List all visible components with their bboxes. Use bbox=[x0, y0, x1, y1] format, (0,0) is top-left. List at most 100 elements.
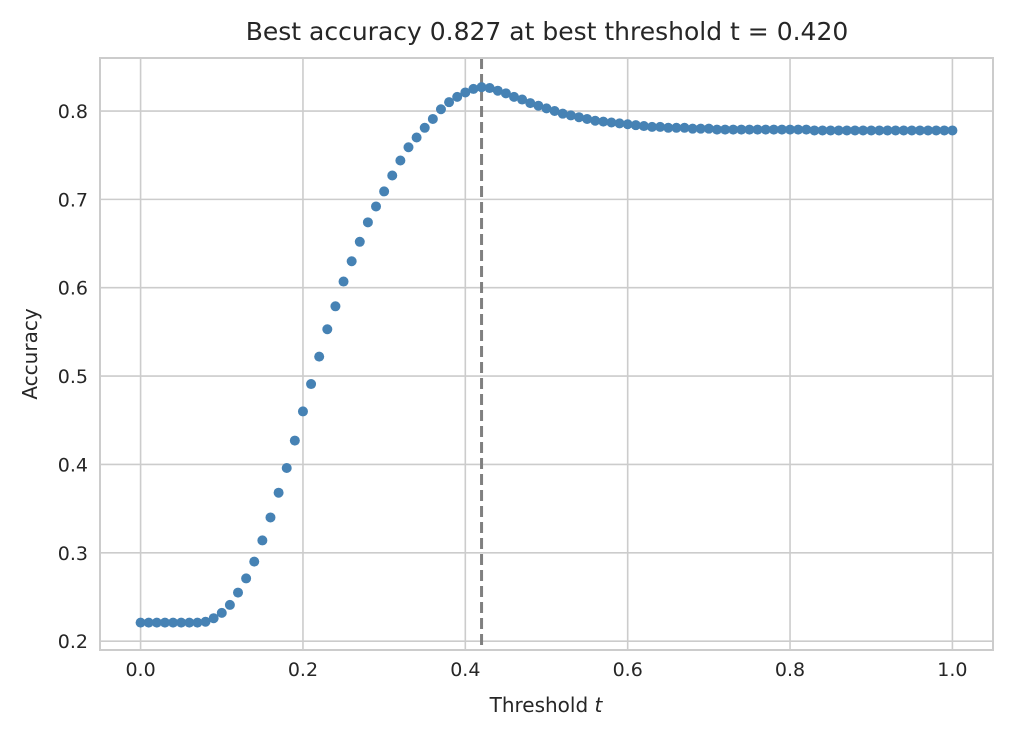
data-point bbox=[151, 617, 162, 628]
y-tick-label: 0.3 bbox=[58, 543, 88, 565]
data-point bbox=[931, 125, 942, 136]
data-point bbox=[582, 113, 593, 124]
data-points bbox=[135, 82, 958, 628]
data-point bbox=[647, 121, 658, 132]
data-point bbox=[655, 121, 666, 132]
data-point bbox=[841, 125, 852, 136]
plot-frame bbox=[99, 57, 994, 651]
data-point bbox=[362, 217, 373, 228]
data-point bbox=[273, 487, 284, 498]
data-point bbox=[314, 351, 325, 362]
y-tick-label: 0.8 bbox=[58, 101, 88, 123]
data-point bbox=[906, 125, 917, 136]
data-point bbox=[159, 617, 170, 628]
data-point bbox=[703, 123, 714, 134]
data-point bbox=[517, 94, 528, 105]
data-point bbox=[460, 87, 471, 98]
data-point bbox=[192, 617, 203, 628]
data-point bbox=[208, 613, 219, 624]
x-tick-label: 1.0 bbox=[937, 659, 967, 681]
data-point bbox=[216, 607, 227, 618]
data-point bbox=[557, 108, 568, 119]
data-point bbox=[330, 301, 341, 312]
data-point bbox=[809, 125, 820, 136]
data-point bbox=[241, 573, 252, 584]
data-point bbox=[176, 617, 187, 628]
data-point bbox=[752, 124, 763, 135]
data-point bbox=[289, 435, 300, 446]
x-axis-label-text: Threshold bbox=[489, 693, 589, 717]
data-point bbox=[379, 186, 390, 197]
data-point bbox=[549, 106, 560, 117]
data-point bbox=[533, 100, 544, 111]
data-point bbox=[403, 142, 414, 153]
data-point bbox=[484, 83, 495, 94]
y-tick-label: 0.6 bbox=[58, 278, 88, 300]
data-point bbox=[265, 512, 276, 523]
data-point bbox=[866, 125, 877, 136]
data-point bbox=[882, 125, 893, 136]
data-point bbox=[346, 256, 357, 267]
data-point bbox=[338, 276, 349, 287]
y-axis-label: Accuracy bbox=[18, 308, 42, 399]
x-tick-label: 0.8 bbox=[775, 659, 805, 681]
data-point bbox=[427, 113, 438, 124]
data-point bbox=[760, 124, 771, 135]
data-point bbox=[622, 119, 633, 130]
x-axis-variable: t bbox=[595, 693, 604, 717]
chart-title: Best accuracy 0.827 at best threshold t … bbox=[246, 17, 849, 46]
data-point bbox=[306, 379, 317, 390]
data-point bbox=[914, 125, 925, 136]
y-tick-label: 0.4 bbox=[58, 454, 88, 476]
data-point bbox=[492, 85, 503, 96]
data-point bbox=[720, 124, 731, 135]
data-point bbox=[638, 121, 649, 132]
y-tick-label: 0.5 bbox=[58, 366, 88, 388]
data-point bbox=[168, 617, 179, 628]
data-point bbox=[468, 83, 479, 94]
data-point bbox=[322, 324, 333, 335]
data-point bbox=[573, 112, 584, 123]
data-point bbox=[590, 115, 601, 126]
data-point bbox=[744, 124, 755, 135]
data-point bbox=[947, 125, 958, 136]
data-point bbox=[728, 124, 739, 135]
data-point bbox=[793, 124, 804, 135]
data-point bbox=[135, 617, 146, 628]
data-point bbox=[233, 587, 244, 598]
y-tick-labels: 0.2 0.3 0.4 0.5 0.6 0.7 0.8 bbox=[58, 101, 88, 653]
data-point bbox=[500, 88, 511, 99]
data-point bbox=[695, 123, 706, 134]
data-point bbox=[939, 125, 950, 136]
data-point bbox=[768, 124, 779, 135]
data-point bbox=[525, 98, 536, 109]
data-point bbox=[801, 124, 812, 135]
data-point bbox=[825, 125, 836, 136]
data-point bbox=[435, 104, 446, 115]
data-point bbox=[452, 91, 463, 102]
y-tick-label: 0.7 bbox=[58, 189, 88, 211]
x-axis-label: Threshold t bbox=[489, 693, 604, 717]
data-point bbox=[858, 125, 869, 136]
data-point bbox=[671, 122, 682, 133]
data-point bbox=[736, 124, 747, 135]
data-point bbox=[281, 462, 292, 473]
data-point bbox=[257, 535, 268, 546]
data-point bbox=[630, 120, 641, 131]
data-point bbox=[200, 616, 211, 627]
data-point bbox=[687, 123, 698, 134]
data-point bbox=[476, 82, 487, 93]
y-tick-label: 0.2 bbox=[58, 631, 88, 653]
data-point bbox=[598, 116, 609, 127]
data-point bbox=[679, 122, 690, 133]
data-point bbox=[565, 110, 576, 121]
data-point bbox=[297, 406, 308, 417]
x-tick-labels: 0.0 0.2 0.4 0.6 0.8 1.0 bbox=[125, 659, 967, 681]
data-point bbox=[776, 124, 787, 135]
data-point bbox=[387, 170, 398, 181]
data-point bbox=[817, 125, 828, 136]
data-point bbox=[184, 617, 195, 628]
data-point bbox=[444, 97, 455, 108]
x-tick-label: 0.4 bbox=[450, 659, 480, 681]
